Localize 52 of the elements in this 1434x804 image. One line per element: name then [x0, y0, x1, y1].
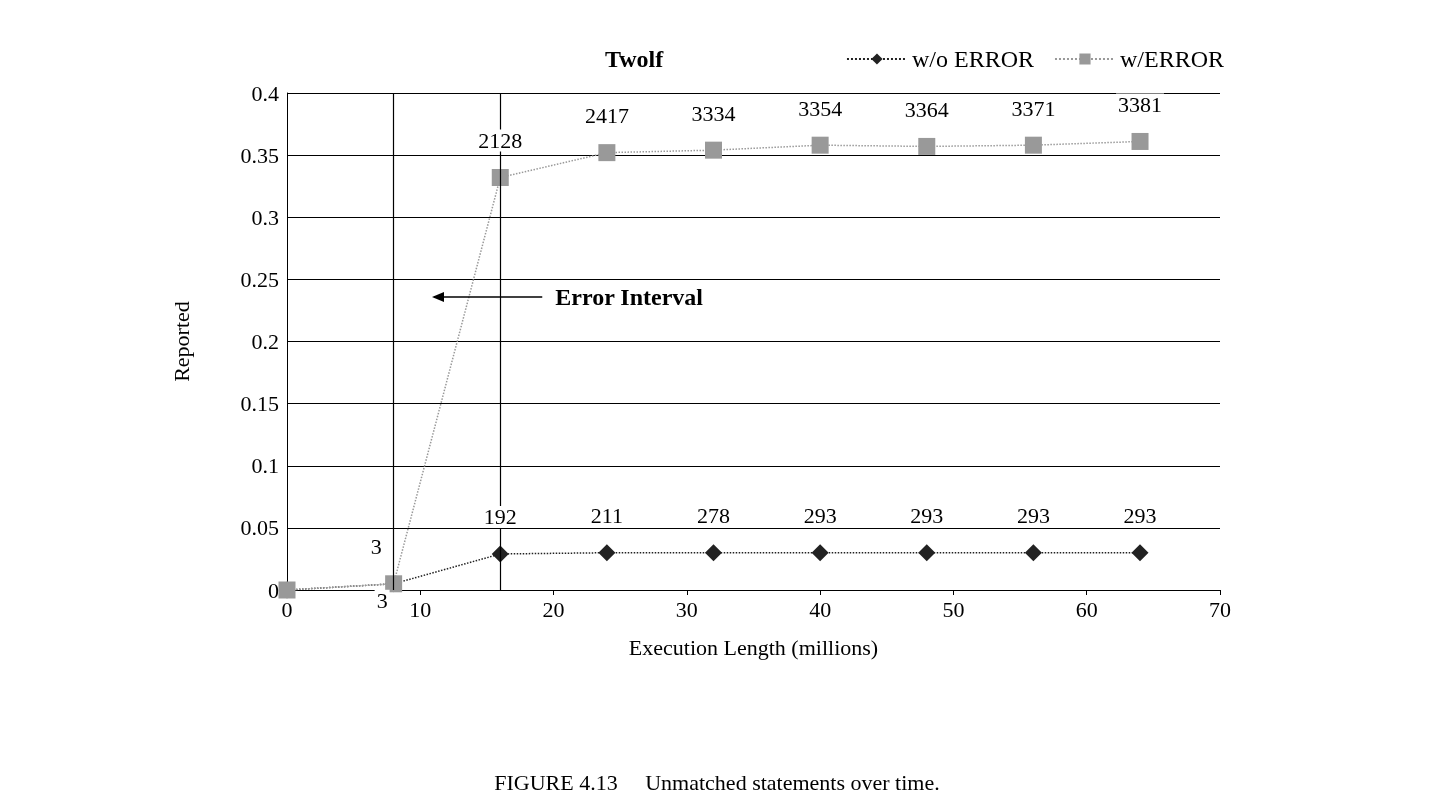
legend-label: w/ERROR — [1119, 46, 1224, 72]
y-tick-label: 0 — [268, 577, 279, 603]
point — [811, 544, 829, 562]
caption: FIGURE 4.13 Unmatched statements over time. — [493, 770, 941, 796]
annotation: 293 — [1016, 503, 1050, 529]
y-tick-label: 0.2 — [251, 329, 279, 354]
point — [598, 544, 616, 562]
point — [918, 544, 936, 562]
x-tick-label: 60 — [1075, 596, 1098, 622]
point — [1131, 544, 1149, 562]
point — [705, 141, 723, 159]
annotation: 293 — [803, 503, 837, 529]
annotation: 3 — [376, 588, 388, 614]
point — [811, 136, 829, 154]
annotation: 211 — [590, 503, 623, 529]
annotation: 3354 — [798, 95, 843, 121]
y-tick-label: 0.15 — [240, 391, 279, 417]
point — [491, 168, 509, 186]
annotation: 192 — [483, 504, 517, 530]
annotation: 3364 — [904, 96, 949, 122]
annotation: 293 — [910, 503, 944, 529]
point — [598, 144, 616, 162]
x-tick-label: 50 — [942, 596, 965, 622]
x-axis-title: Execution Length (millions) — [628, 634, 879, 660]
y-tick-label: 0.25 — [240, 266, 279, 292]
x-tick-label: 40 — [809, 596, 832, 622]
x-tick-label: 10 — [409, 596, 432, 622]
x-tick-label: 20 — [542, 596, 565, 622]
annotation: 278 — [697, 503, 731, 529]
annotation: 3381 — [1118, 91, 1163, 117]
y-axis-title: Reported — [168, 301, 194, 382]
y-tick-label: 0.4 — [251, 80, 279, 106]
annotation: 3371 — [1011, 95, 1056, 121]
y-tick-label: 0.1 — [251, 453, 279, 479]
x-tick-label: 70 — [1209, 596, 1231, 622]
annotation: Error Interval — [555, 284, 704, 310]
point — [1024, 136, 1042, 154]
point — [1131, 132, 1149, 150]
point — [1024, 544, 1042, 562]
annotation: 2417 — [584, 103, 629, 129]
annotation: 3334 — [691, 100, 736, 126]
y-tick-label: 0.35 — [240, 142, 279, 168]
annotation: 2128 — [478, 127, 523, 153]
chart-title: Twolf — [605, 46, 665, 72]
x-tick-label: 30 — [675, 596, 698, 622]
annotation: 3 — [370, 534, 382, 560]
annotation: 293 — [1123, 503, 1157, 529]
y-tick-label: 0.05 — [240, 515, 279, 541]
legend-label: w/o ERROR — [911, 46, 1034, 72]
y-tick-label: 0.3 — [251, 204, 279, 230]
point — [705, 544, 723, 562]
point — [918, 137, 936, 155]
